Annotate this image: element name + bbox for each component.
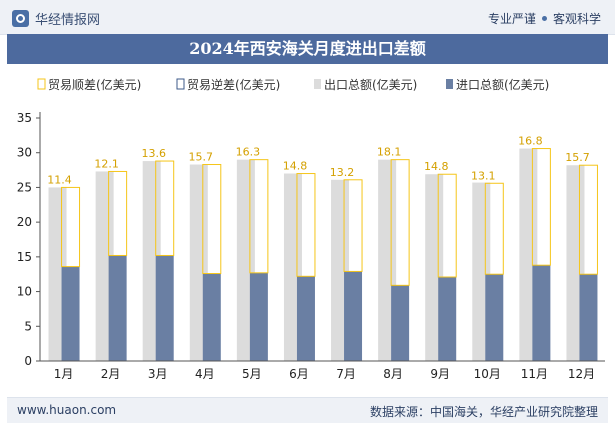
- surplus-bar: [108, 170, 128, 256]
- brand-name: 华经情报网: [35, 13, 101, 28]
- surplus-data-label: 15.7: [189, 151, 214, 164]
- import-bar: [296, 276, 315, 361]
- x-tick-label: 8月: [383, 367, 403, 381]
- chart-title: 2024年西安海关月度进出口差额: [7, 34, 608, 64]
- surplus-data-label: 13.1: [471, 169, 496, 182]
- surplus-data-label: 15.7: [565, 151, 590, 164]
- import-bar: [249, 272, 268, 361]
- x-tick-label: 5月: [242, 367, 262, 381]
- x-tick-label: 4月: [195, 367, 215, 381]
- y-tick-label: 10: [17, 285, 32, 299]
- x-tick-label: 2月: [101, 367, 121, 381]
- surplus-bar: [249, 159, 269, 274]
- tagline-right: 客观科学: [552, 12, 601, 26]
- y-tick-label: 35: [17, 111, 32, 125]
- legend-swatch: [314, 79, 321, 89]
- surplus-bar: [390, 159, 410, 286]
- y-tick-label: 20: [17, 215, 32, 229]
- dot-icon: [541, 16, 547, 21]
- tagline-left: 专业严谨: [487, 12, 536, 26]
- surplus-bar: [531, 148, 551, 266]
- surplus-data-label: 14.8: [424, 160, 449, 173]
- surplus-bar: [343, 179, 363, 272]
- surplus-bar: [296, 173, 316, 277]
- import-bar: [155, 255, 174, 361]
- import-bar: [579, 274, 598, 361]
- import-bar: [108, 255, 127, 361]
- surplus-bar: [155, 160, 175, 256]
- surplus-bar: [484, 182, 504, 275]
- legend-label: 贸易顺差(亿美元): [48, 77, 141, 92]
- import-bar: [391, 285, 410, 361]
- surplus-data-label: 13.6: [141, 147, 166, 160]
- import-bar: [202, 273, 221, 361]
- x-tick-label: 11月: [521, 367, 548, 381]
- tagline: 专业严谨 客观科学: [488, 10, 601, 27]
- surplus-bar: [578, 164, 598, 275]
- surplus-data-label: 16.3: [236, 146, 261, 159]
- import-bar: [61, 266, 80, 361]
- x-tick-label: 9月: [430, 367, 450, 381]
- surplus-data-label: 13.2: [330, 166, 355, 179]
- y-tick-label: 0: [24, 354, 32, 368]
- legend-label: 进口总额(亿美元): [456, 77, 549, 92]
- website-link[interactable]: www.huaon.com: [17, 403, 117, 417]
- x-tick-label: 10月: [474, 367, 501, 381]
- x-tick-label: 12月: [568, 367, 595, 381]
- legend-swatch: [37, 78, 46, 90]
- legend-swatch: [446, 79, 453, 89]
- import-bar: [438, 276, 457, 361]
- footer-bar: www.huaon.com 数据来源：中国海关，华经产业研究院整理: [7, 397, 608, 423]
- surplus-data-label: 14.8: [283, 160, 308, 173]
- y-tick-label: 25: [17, 180, 32, 194]
- surplus-bar: [61, 186, 81, 268]
- legend-label: 贸易逆差(亿美元): [187, 77, 280, 92]
- chart: 贸易顺差(亿美元) 贸易逆差(亿美元) 出口总额(亿美元) 进口总额(亿美元) 0 5 10…: [17, 77, 605, 381]
- surplus-bar: [202, 164, 222, 275]
- top-bar: 华经情报网 专业严谨 客观科学: [0, 0, 615, 35]
- x-tick-label: 7月: [336, 367, 356, 381]
- x-tick-label: 3月: [148, 367, 168, 381]
- data-source: 数据来源：中国海关，华经产业研究院整理: [369, 405, 598, 419]
- import-bar: [532, 265, 551, 361]
- surplus-data-label: 11.4: [47, 173, 72, 186]
- x-tick-label: 6月: [289, 367, 309, 381]
- x-tick-label: 1月: [54, 367, 74, 381]
- brand: 华经情报网: [12, 9, 100, 28]
- y-tick-label: 5: [24, 319, 32, 333]
- y-tick-label: 15: [17, 250, 32, 264]
- import-bar: [344, 271, 363, 361]
- surplus-data-label: 18.1: [377, 146, 402, 159]
- surplus-data-label: 16.8: [518, 135, 543, 148]
- legend-swatch: [176, 78, 185, 90]
- surplus-data-label: 12.1: [94, 157, 119, 170]
- import-bar: [485, 274, 504, 361]
- brand-logo-icon: [12, 10, 29, 27]
- surplus-bar: [437, 173, 457, 278]
- legend-label: 出口总额(亿美元): [324, 77, 417, 92]
- y-tick-label: 30: [17, 146, 32, 160]
